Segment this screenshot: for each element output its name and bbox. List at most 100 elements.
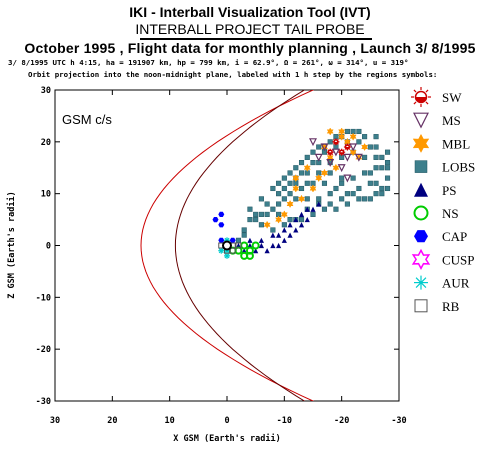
point-ms — [337, 164, 346, 173]
point-mbl — [349, 148, 357, 157]
magnetopause-curve — [140, 90, 315, 401]
legend-label-lobs: LOBS — [442, 160, 475, 175]
y-tick-label: 30 — [41, 86, 51, 96]
y-axis-title: Z GSM (Earth's radii) — [6, 191, 17, 298]
point-ps — [247, 242, 253, 249]
point-lobs — [379, 191, 385, 197]
point-lobs — [298, 160, 305, 166]
point-mbl — [309, 184, 317, 193]
point-ps — [253, 248, 259, 254]
point-lobs — [384, 149, 391, 155]
point-lobs — [384, 165, 391, 171]
point-mbl — [349, 132, 357, 141]
point-lobs — [356, 139, 362, 145]
earth-icon — [222, 240, 232, 251]
legend-symbol-lobs — [414, 160, 428, 173]
point-lobs — [367, 180, 373, 186]
point-ps — [258, 242, 264, 249]
point-ps — [298, 211, 305, 217]
point-lobs — [327, 191, 333, 197]
point-lobs — [350, 175, 356, 181]
point-ps — [287, 232, 293, 238]
point-lobs — [356, 196, 362, 202]
point-lobs — [321, 180, 328, 186]
point-lobs — [281, 185, 287, 192]
point-ps — [281, 227, 287, 233]
project-title: INTERBALL PROJECT TAIL PROBE — [135, 21, 365, 37]
point-mbl — [286, 199, 294, 209]
point-lobs — [356, 185, 362, 192]
point-lobs — [264, 211, 270, 217]
legend-label-cap: CAP — [442, 229, 467, 244]
point-ns — [245, 251, 254, 260]
point-sw — [343, 143, 351, 151]
point-ps — [276, 242, 282, 249]
point-lobs — [362, 170, 368, 176]
y-tick-label: 10 — [41, 190, 51, 200]
x-tick-label: 10 — [165, 416, 175, 426]
x-tick-label: -20 — [334, 416, 349, 426]
point-lobs — [258, 196, 264, 202]
legend-symbol-cap — [414, 230, 428, 243]
point-lobs — [373, 165, 379, 171]
point-lobs — [379, 154, 385, 160]
point-mbl — [332, 163, 340, 172]
point-lobs — [350, 191, 356, 197]
earth-marker — [222, 240, 232, 251]
point-mbl — [292, 184, 300, 193]
point-ms — [354, 153, 363, 162]
point-lobs — [333, 134, 339, 140]
point-lobs — [281, 222, 287, 228]
point-ps — [287, 222, 293, 228]
point-lobs — [293, 165, 299, 171]
x-axis-title: X GSM (Earth's radii) — [173, 433, 280, 444]
point-cap — [218, 222, 225, 228]
point-lobs — [287, 170, 293, 176]
point-rb — [229, 247, 236, 254]
point-lobs — [344, 191, 350, 197]
legend-symbol-rb — [414, 299, 428, 313]
point-sw — [338, 148, 346, 156]
x-tick-label: -10 — [277, 416, 292, 426]
point-lobs — [379, 165, 385, 171]
point-lobs — [327, 201, 333, 207]
point-lobs — [327, 170, 333, 176]
point-mbl — [298, 194, 306, 203]
legend-label-aur: AUR — [442, 276, 470, 291]
point-ps — [310, 206, 316, 212]
y-tick-label: 0 — [46, 242, 51, 252]
point-lobs — [373, 154, 379, 160]
point-cap — [212, 217, 219, 223]
point-ps — [281, 237, 287, 243]
point-ps — [241, 248, 247, 254]
point-lobs — [298, 185, 305, 192]
legend-symbol-cusp — [411, 248, 431, 270]
point-ps — [304, 216, 310, 223]
point-ns — [251, 241, 260, 250]
point-lobs — [367, 144, 373, 150]
point-lobs — [298, 170, 305, 176]
point-mbl — [303, 163, 311, 172]
point-lobs — [333, 206, 339, 212]
orbit-parameters: 3/ 8/1995 UTC h 4:15, ha = 191907 km, hp… — [8, 58, 409, 67]
legend-symbol-ms — [413, 112, 429, 129]
point-lobs — [253, 217, 259, 223]
y-tick-label: -10 — [36, 293, 51, 303]
point-ms — [343, 174, 352, 183]
point-lobs — [247, 206, 253, 212]
point-mbl — [315, 174, 323, 183]
point-aur — [224, 252, 230, 259]
point-lobs — [362, 134, 368, 140]
point-ps — [235, 242, 242, 249]
orbit-points — [212, 127, 391, 260]
plan-subtitle: October 1995 , Flight data for monthly p… — [24, 40, 476, 56]
point-lobs — [235, 237, 242, 243]
point-mbl — [326, 153, 334, 162]
legend-symbol-aur — [414, 275, 428, 290]
point-lobs — [373, 144, 379, 150]
point-lobs — [344, 201, 350, 207]
point-lobs — [339, 154, 345, 160]
point-lobs — [316, 144, 322, 150]
legend-symbol-sw — [411, 87, 431, 107]
point-lobs — [367, 170, 373, 176]
